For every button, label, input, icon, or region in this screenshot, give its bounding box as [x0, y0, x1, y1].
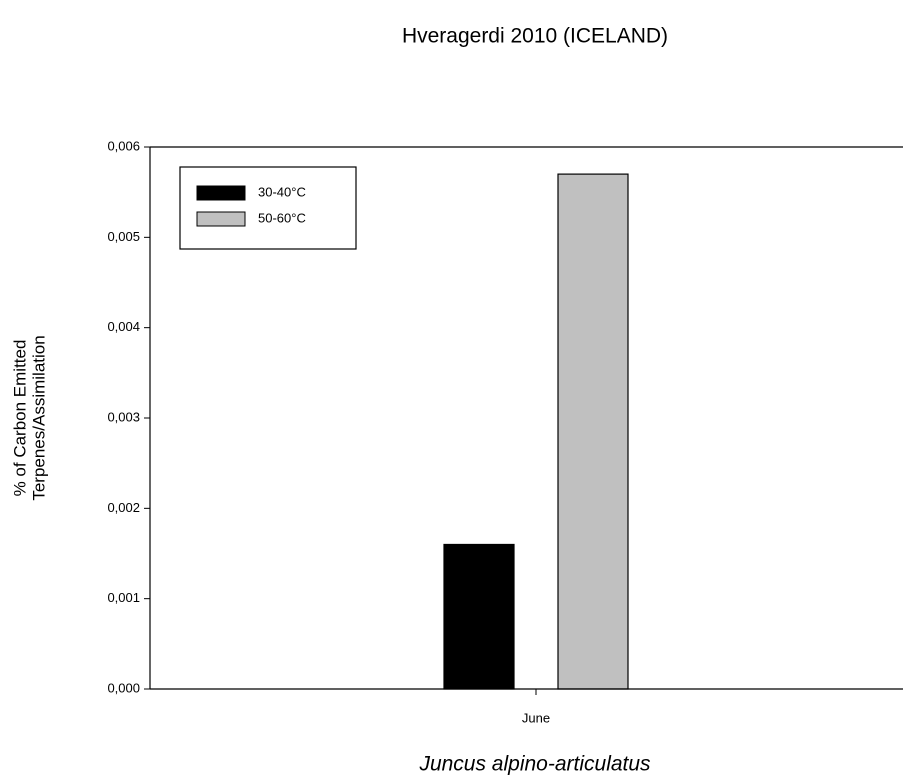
y-axis-label: % of Carbon Emitted Terpenes/Assimilatio…	[10, 335, 48, 500]
y-axis-label-line: Terpenes/Assimilation	[29, 335, 48, 500]
legend-label: 30-40°C	[258, 184, 306, 199]
y-tick-label: 0,006	[107, 138, 140, 153]
legend-swatch	[196, 211, 246, 227]
y-axis-label-line: % of Carbon Emitted	[10, 340, 29, 497]
y-tick-label: 0,002	[107, 500, 140, 515]
legend-swatch	[196, 185, 246, 201]
bar	[443, 543, 515, 690]
y-tick-label: 0,000	[107, 680, 140, 695]
y-tick-label: 0,003	[107, 409, 140, 424]
y-tick-label: 0,001	[107, 590, 140, 605]
bar	[557, 173, 629, 690]
legend-label: 50-60°C	[258, 210, 306, 225]
chart-title: Hveragerdi 2010 (ICELAND)	[402, 25, 668, 48]
legend-box	[179, 166, 357, 250]
x-tick-label: June	[522, 710, 550, 725]
y-tick-label: 0,004	[107, 319, 140, 334]
x-axis-label: Juncus alpino-articulatus	[418, 753, 651, 776]
y-tick-label: 0,005	[107, 229, 140, 244]
